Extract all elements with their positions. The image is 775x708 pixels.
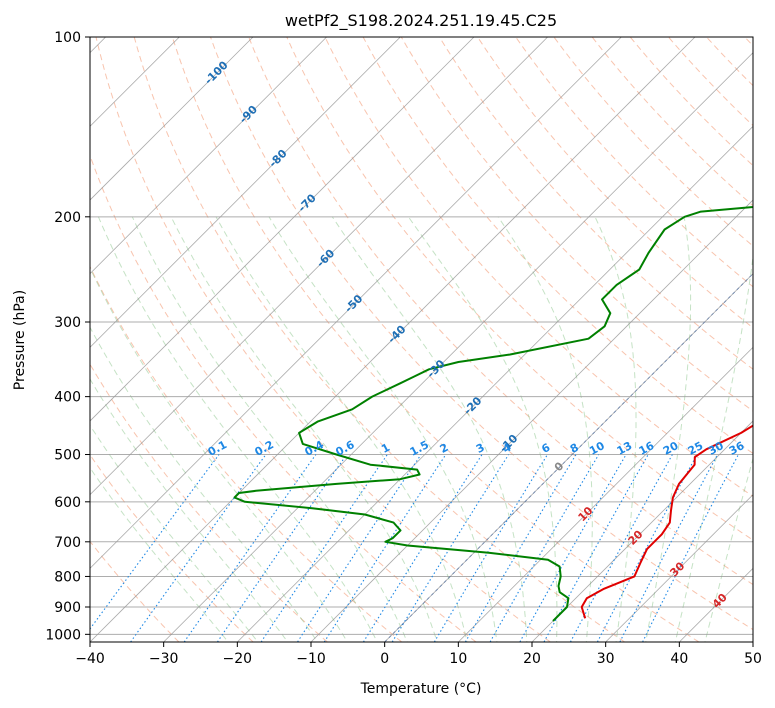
y-tick-label: 800: [54, 569, 81, 585]
dry-adiabat: [477, 37, 753, 329]
mixing-ratio-label: 20: [661, 439, 681, 458]
dry-adiabat: [438, 37, 753, 370]
moist-adiabat: [90, 326, 319, 642]
mixing-ratio-label: 25: [686, 439, 706, 458]
pressure-gridlines: [90, 37, 753, 635]
x-axis-title: Temperature (°C): [360, 681, 482, 697]
dry-adiabat: [515, 37, 753, 288]
isotherm-line: [90, 37, 622, 569]
y-tick-label: 300: [54, 315, 81, 331]
dry-adiabat: [95, 37, 551, 642]
temperature-profile: [580, 424, 753, 619]
mixing-ratio-label: 10: [587, 439, 607, 458]
x-tick-label: −40: [75, 651, 105, 667]
mixing-ratio-line: [569, 454, 673, 642]
moist-adiabat: [90, 378, 289, 642]
mixing-ratio-line: [464, 454, 577, 642]
x-axis-ticks: −40 −30 −20 −10 0 10 20 30 40 50: [75, 642, 762, 667]
x-tick-label: 20: [523, 651, 541, 667]
isotherms: [90, 37, 753, 642]
mixing-ratio-line: [183, 454, 317, 642]
mixing-ratio-label: 13: [615, 439, 635, 458]
isotherm-line: [458, 346, 753, 642]
x-tick-label: −10: [296, 651, 326, 667]
mixing-ratio-line: [323, 454, 447, 642]
dry-adiabat: [286, 37, 753, 541]
profiles: [233, 206, 753, 622]
x-tick-label: 40: [670, 651, 688, 667]
x-tick-label: 50: [744, 651, 762, 667]
isotherm-line: [90, 37, 401, 348]
y-tick-label: 400: [54, 390, 81, 406]
mixing-ratio-label: 36: [727, 439, 747, 458]
moist-adiabat: [215, 216, 468, 642]
freezing-isotherm-line: [384, 272, 753, 642]
moist-adiabat: [170, 216, 438, 642]
isotherm-line: [237, 125, 753, 642]
dry-adiabat: [400, 37, 753, 412]
isotherm-line: [90, 37, 254, 201]
moist-adiabat: [268, 216, 498, 642]
moist-adiabat: [594, 216, 637, 642]
plot-frame: [89, 36, 754, 643]
x-tick-label: −30: [149, 651, 179, 667]
y-tick-label: 1000: [45, 627, 81, 643]
dry-adiabat: [362, 37, 753, 455]
isotherm-line: [163, 52, 753, 642]
moist-adiabat: [90, 424, 259, 642]
moist-adiabat: [131, 216, 408, 642]
mixing-ratio-line: [130, 454, 267, 642]
dry-adiabat: [133, 37, 625, 642]
mixing-ratio-label: 30: [706, 439, 726, 458]
y-tick-label: 600: [54, 495, 81, 511]
y-tick-label: 200: [54, 210, 81, 226]
moist-adiabat: [90, 467, 229, 642]
x-tick-label: −20: [223, 651, 253, 667]
y-tick-label: 100: [54, 30, 81, 46]
x-tick-label: 10: [449, 651, 467, 667]
mixing-ratio-line: [90, 454, 220, 630]
y-axis-ticks: 100 200 300 400 500 600 700 800 900 1000: [45, 30, 90, 643]
dewpoint-profile: [233, 206, 753, 622]
dry-adiabat: [90, 265, 403, 642]
mixing-ratio-line: [216, 454, 348, 642]
isotherm-line: [605, 494, 753, 642]
x-tick-label: 0: [380, 651, 389, 667]
freezing-isotherm: [384, 272, 753, 642]
dry-adiabat: [248, 37, 753, 586]
isotherm-line: [90, 37, 327, 275]
mixing-ratio-line: [433, 454, 548, 642]
isotherm-line: [531, 420, 753, 642]
moist-adiabat: [331, 216, 528, 642]
chart-title: wetPf2_S198.2024.251.19.45.C25: [285, 11, 557, 31]
dry-adiabat: [171, 37, 700, 642]
y-tick-label: 900: [54, 600, 81, 616]
dry-adiabats: [90, 37, 753, 642]
x-tick-label: 30: [597, 651, 615, 667]
dry-adiabat: [210, 37, 753, 631]
isotherm-line: [90, 37, 548, 496]
y-axis-title: Pressure (hPa): [12, 290, 28, 390]
mixing-ratio-line: [519, 454, 627, 642]
mixing-ratio-line: [297, 454, 422, 642]
mixing-ratio-line: [489, 454, 600, 642]
moist-adiabat: [645, 216, 692, 642]
mixing-ratio-line: [260, 454, 388, 642]
y-tick-label: 700: [54, 535, 81, 551]
dry-adiabat: [324, 37, 753, 498]
moist-adiabat: [97, 216, 378, 642]
moist-adiabat: [90, 266, 348, 642]
isotherm-line: [310, 199, 753, 642]
dry-adiabat: [90, 363, 328, 642]
isotherm-line: [90, 37, 696, 642]
isotherm-line: [90, 37, 475, 422]
y-tick-label: 500: [54, 448, 81, 464]
isotherm-line: [384, 273, 753, 642]
mixing-ratio-label: 16: [637, 439, 657, 458]
dry-adiabat: [90, 453, 254, 642]
